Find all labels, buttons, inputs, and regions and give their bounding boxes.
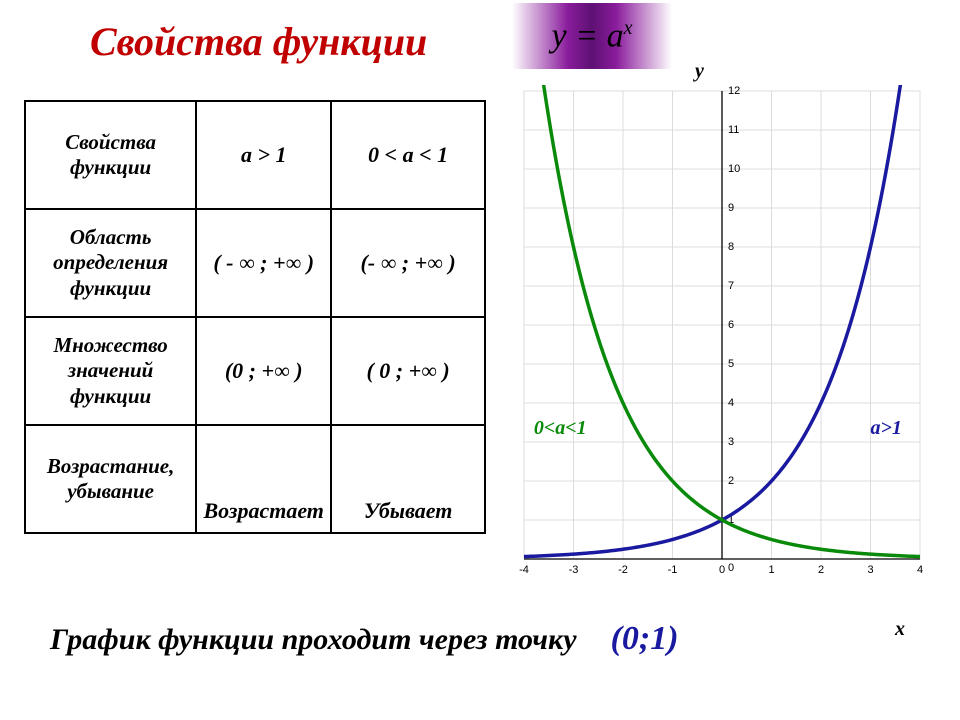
svg-text:3: 3 xyxy=(867,564,873,576)
svg-text:1: 1 xyxy=(768,564,774,576)
svg-text:12: 12 xyxy=(728,85,740,97)
table-cell: (0 ; +∞ ) xyxy=(196,317,331,425)
svg-text:5: 5 xyxy=(728,358,734,370)
svg-text:-1: -1 xyxy=(668,564,678,576)
bottom-point: (0;1) xyxy=(611,620,679,658)
svg-text:4: 4 xyxy=(917,564,923,576)
exponential-chart: -4-3-2-1012341234567891011120a>10<a<1 xyxy=(512,85,932,585)
table-row: Свойства функции a > 1 0 < a < 1 xyxy=(25,101,485,209)
bottom-caption: График функции проходит через точку xyxy=(50,623,577,657)
svg-text:-2: -2 xyxy=(618,564,628,576)
x-axis-label: х xyxy=(895,618,905,641)
row-label: Возрастание, убывание xyxy=(25,425,196,533)
table-header: Свойства функции xyxy=(25,101,196,209)
svg-text:2: 2 xyxy=(818,564,824,576)
formula-base: y = a xyxy=(552,17,624,54)
svg-text:3: 3 xyxy=(728,436,734,448)
table-header: 0 < a < 1 xyxy=(331,101,485,209)
svg-text:-4: -4 xyxy=(519,564,529,576)
svg-text:0: 0 xyxy=(719,564,725,576)
y-axis-label: у xyxy=(695,60,704,83)
row-label: Множество значений функции xyxy=(25,317,196,425)
table-header: a > 1 xyxy=(196,101,331,209)
formula-exp: x xyxy=(624,17,633,39)
svg-text:9: 9 xyxy=(728,202,734,214)
table-row: Возрастание, убывание Возрастает Убывает xyxy=(25,425,485,533)
properties-table: Свойства функции a > 1 0 < a < 1 Область… xyxy=(24,100,486,534)
table-cell: Возрастает xyxy=(196,425,331,533)
formula-box: y = ax xyxy=(512,3,672,69)
svg-text:-3: -3 xyxy=(569,564,579,576)
row-label: Область определения функции xyxy=(25,209,196,317)
table-row: Область определения функции ( - ∞ ; +∞ )… xyxy=(25,209,485,317)
svg-text:11: 11 xyxy=(728,124,739,136)
formula-text: y = ax xyxy=(552,17,633,55)
svg-text:8: 8 xyxy=(728,241,734,253)
svg-text:2: 2 xyxy=(728,475,734,487)
table-cell: ( - ∞ ; +∞ ) xyxy=(196,209,331,317)
svg-text:10: 10 xyxy=(728,163,740,175)
svg-text:0: 0 xyxy=(728,562,734,574)
table-cell: Убывает xyxy=(331,425,485,533)
svg-text:6: 6 xyxy=(728,319,734,331)
table-cell: (- ∞ ; +∞ ) xyxy=(331,209,485,317)
svg-text:7: 7 xyxy=(728,280,734,292)
svg-text:a>1: a>1 xyxy=(871,417,902,439)
page-title: Свойства функции xyxy=(90,18,427,65)
svg-text:0<a<1: 0<a<1 xyxy=(534,417,587,439)
svg-text:4: 4 xyxy=(728,397,734,409)
table-cell: ( 0 ; +∞ ) xyxy=(331,317,485,425)
table-row: Множество значений функции (0 ; +∞ ) ( 0… xyxy=(25,317,485,425)
